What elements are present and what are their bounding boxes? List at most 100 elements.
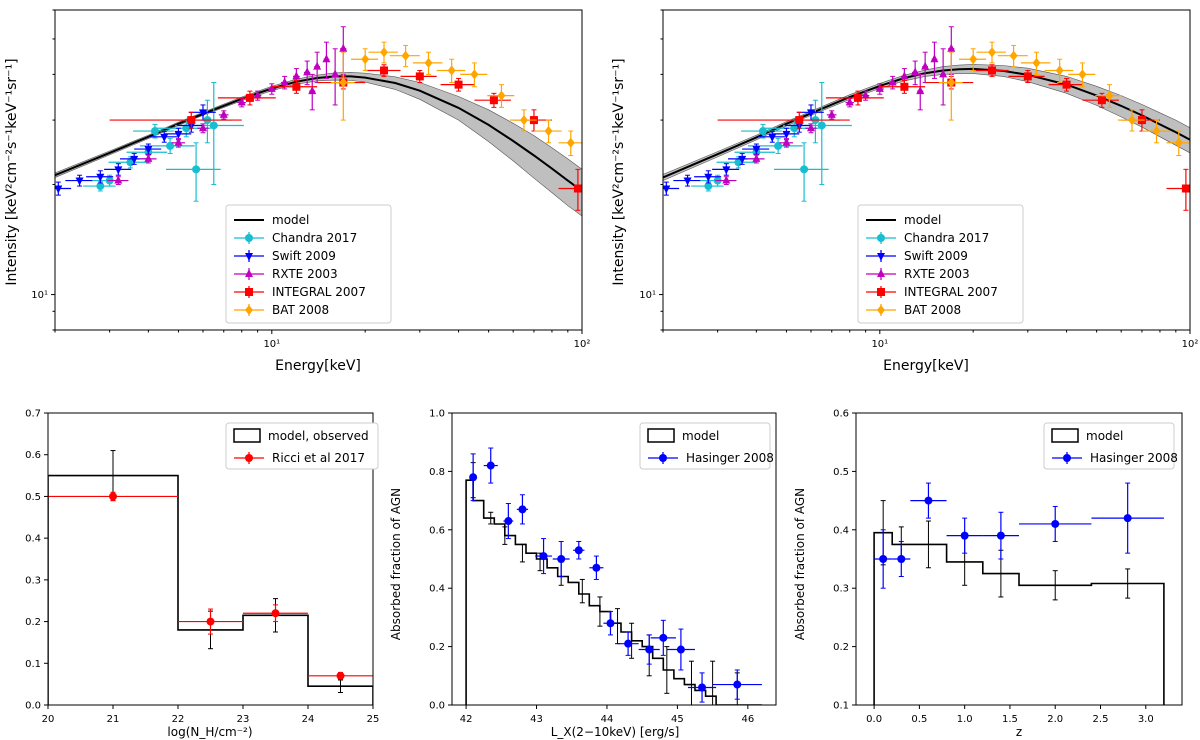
legend-entry: Chandra 2017 [234,231,357,245]
data-point [1181,184,1190,193]
data-point [573,184,582,193]
data-point [198,123,207,132]
data-point [114,175,123,184]
data-point [447,65,456,76]
legend-label: RXTE 2003 [272,267,338,281]
data-point [237,97,246,106]
plot-frame [662,9,1191,331]
plot-frame [451,412,777,706]
data-point [1078,69,1087,80]
data-point [574,546,583,555]
data-point [219,109,228,118]
series-hasinger-2008 [874,482,1164,589]
data-point [806,109,815,118]
data-point [424,57,433,68]
data-point [206,617,215,626]
series-bat-2008 [330,41,582,157]
data-point [752,153,761,162]
legend-marker [245,305,253,315]
data-point [539,552,548,561]
data-point [947,77,956,88]
x-tick-label: 0.0 [866,714,882,725]
data-point [336,671,345,680]
xlabel-lx: L_X(2−10keV) [erg/s] [551,725,680,739]
data-point [518,505,527,514]
series-layer-nh [48,491,373,680]
legend-marker [245,269,253,277]
plot-frame [54,9,583,331]
data-point [130,155,139,164]
data-point [897,555,906,563]
data-point [322,54,331,63]
data-point [166,141,175,150]
data-point [1051,519,1060,528]
series-layer-lx [469,447,762,703]
legend-label: Hasinger 2008 [1090,451,1178,465]
y-tick-label: 10¹ [31,290,48,301]
data-point [988,66,997,75]
legend-label-model: model, observed [268,429,369,443]
data-point [888,77,897,86]
data-point [292,82,301,91]
data-point [504,517,513,526]
data-point [75,177,84,186]
x-tick-label: 1.5 [1002,714,1018,725]
data-point [758,127,767,136]
lx-panel: Absorbed fraction of AGN L_X(2−10keV) [e… [389,422,774,739]
data-point [292,71,301,80]
y-tick-label: 0.2 [25,617,41,628]
data-point [1105,90,1114,101]
data-point [380,66,389,75]
legend-model-swatch [233,428,261,443]
legend-frame [225,204,392,324]
legend-marker [877,234,885,242]
data-point [497,90,506,101]
data-point [774,141,783,150]
data-point [606,619,615,628]
x-tick-label: 2.0 [1047,714,1063,725]
data-point [733,680,742,689]
data-point [782,130,791,139]
legend-marker [245,234,253,242]
data-point [800,165,809,174]
data-point [969,54,978,65]
data-point [722,166,731,175]
x-tick-label: 20 [42,714,55,725]
x-tick-label: 10² [574,339,591,350]
legend-label: INTEGRAL 2007 [904,285,998,299]
data-point [271,609,280,618]
legend-entry: RXTE 2003 [866,267,970,281]
model-histogram [465,479,762,705]
data-point [415,72,424,81]
axes-nh: 20 21 22 23 24 25 0.0 0.1 0.2 0.3 0.4 0.5 0.6 0.7 [25,409,379,726]
legend-entry: Swift 2009 [866,249,968,263]
data-point [817,121,826,130]
x-tick-label: 0.5 [911,714,927,725]
legend-label-model: model [904,213,941,227]
legend-marker [245,288,253,296]
series-hasinger-2008 [469,447,762,703]
legend-entry: INTEGRAL 2007 [234,285,366,299]
data-point [96,182,105,191]
legend-lx: model Hasinger 2008 [639,422,774,470]
data-point [1123,514,1132,523]
xlabel-spectrum-right: Energy[keV] [883,358,969,374]
data-point [313,61,322,70]
data-point [1023,72,1032,81]
legend-entry: Ricci et al 2017 [234,451,365,465]
legend-model-swatch [1051,428,1079,443]
series-layer-spec1 [55,26,582,211]
data-point [930,54,939,63]
legend-entry: INTEGRAL 2007 [866,285,998,299]
data-point [1174,137,1183,148]
x-tick-label: 3.0 [1138,714,1154,725]
series-integral-2007 [717,64,1190,211]
xlabel-z: z [1016,725,1022,739]
data-point [361,54,370,65]
data-point [996,531,1005,540]
model-layer-nh [48,450,373,705]
series-rxte-2003 [715,26,956,185]
legend-entry: BAT 2008 [866,303,961,317]
data-point [704,173,713,182]
y-tick-label: 0.5 [25,492,41,503]
